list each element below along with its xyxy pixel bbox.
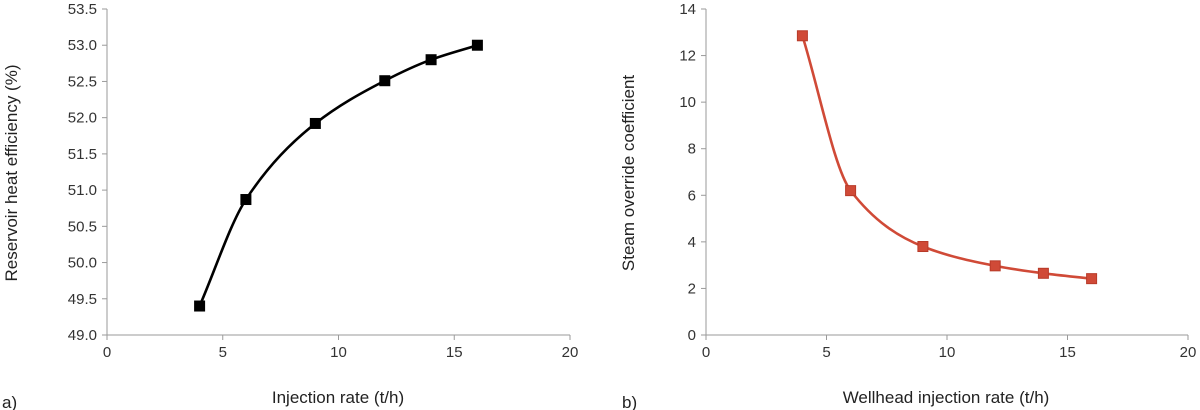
data-point-a <box>471 39 483 51</box>
y-tick-label-a: 51.0 <box>68 182 97 199</box>
y-axis-label-a: Reservoir heat efficiency (%) <box>2 65 21 282</box>
y-tick-label-b: 4 <box>688 234 696 251</box>
data-point-a <box>240 194 252 206</box>
y-tick-label-b: 2 <box>688 280 696 297</box>
y-tick-label-a: 52.5 <box>68 73 97 90</box>
y-tick-label-a: 49.5 <box>68 291 97 308</box>
data-point-b <box>1037 267 1049 279</box>
x-tick-label-a: 10 <box>330 344 347 361</box>
data-point-a <box>194 300 206 312</box>
x-tick-label-a: 5 <box>219 344 227 361</box>
y-tick-label-b: 0 <box>688 327 696 344</box>
series-line-a <box>198 43 479 308</box>
data-point-b <box>845 185 857 197</box>
y-tick-label-a: 53.0 <box>68 37 97 54</box>
x-tick-label-a: 0 <box>103 344 111 361</box>
chart-panel-b: b) Wellhead injection rate (t/h) Steam o… <box>619 1 1196 410</box>
x-tick-label-a: 20 <box>562 344 579 361</box>
y-axis-label-b: Steam override coefficient <box>619 75 638 272</box>
x-tick-label-b: 15 <box>1059 344 1076 361</box>
data-point-a <box>379 75 391 87</box>
series-line-b <box>801 34 1093 280</box>
y-tick-label-a: 53.5 <box>68 1 97 18</box>
x-tick-label-b: 5 <box>822 344 830 361</box>
data-point-b <box>989 260 1001 272</box>
chart-panel-a: a) Injection rate (t/h) Reservoir heat e… <box>2 1 578 410</box>
x-axis-label-b: Wellhead injection rate (t/h) <box>843 388 1050 407</box>
y-tick-label-b: 12 <box>679 48 696 65</box>
panel-label-b: b) <box>622 393 637 410</box>
panel-label-a: a) <box>2 393 17 410</box>
x-tick-label-a: 15 <box>446 344 463 361</box>
y-tick-label-a: 50.5 <box>68 218 97 235</box>
x-axis-label-a: Injection rate (t/h) <box>272 388 404 407</box>
y-tick-label-a: 50.0 <box>68 255 97 272</box>
data-point-b <box>796 30 808 42</box>
data-point-b <box>1086 273 1098 285</box>
y-tick-label-b: 14 <box>679 1 696 18</box>
x-tick-label-b: 10 <box>939 344 956 361</box>
data-point-b <box>917 241 929 253</box>
x-tick-label-b: 0 <box>702 344 710 361</box>
y-tick-label-a: 49.0 <box>68 327 97 344</box>
data-point-a <box>425 54 437 66</box>
data-point-a <box>309 117 321 129</box>
y-tick-label-b: 6 <box>688 187 696 204</box>
y-tick-label-b: 10 <box>679 94 696 111</box>
y-tick-label-a: 52.0 <box>68 110 97 127</box>
y-tick-label-a: 51.5 <box>68 146 97 163</box>
x-tick-label-b: 20 <box>1180 344 1197 361</box>
y-tick-label-b: 8 <box>688 141 696 158</box>
